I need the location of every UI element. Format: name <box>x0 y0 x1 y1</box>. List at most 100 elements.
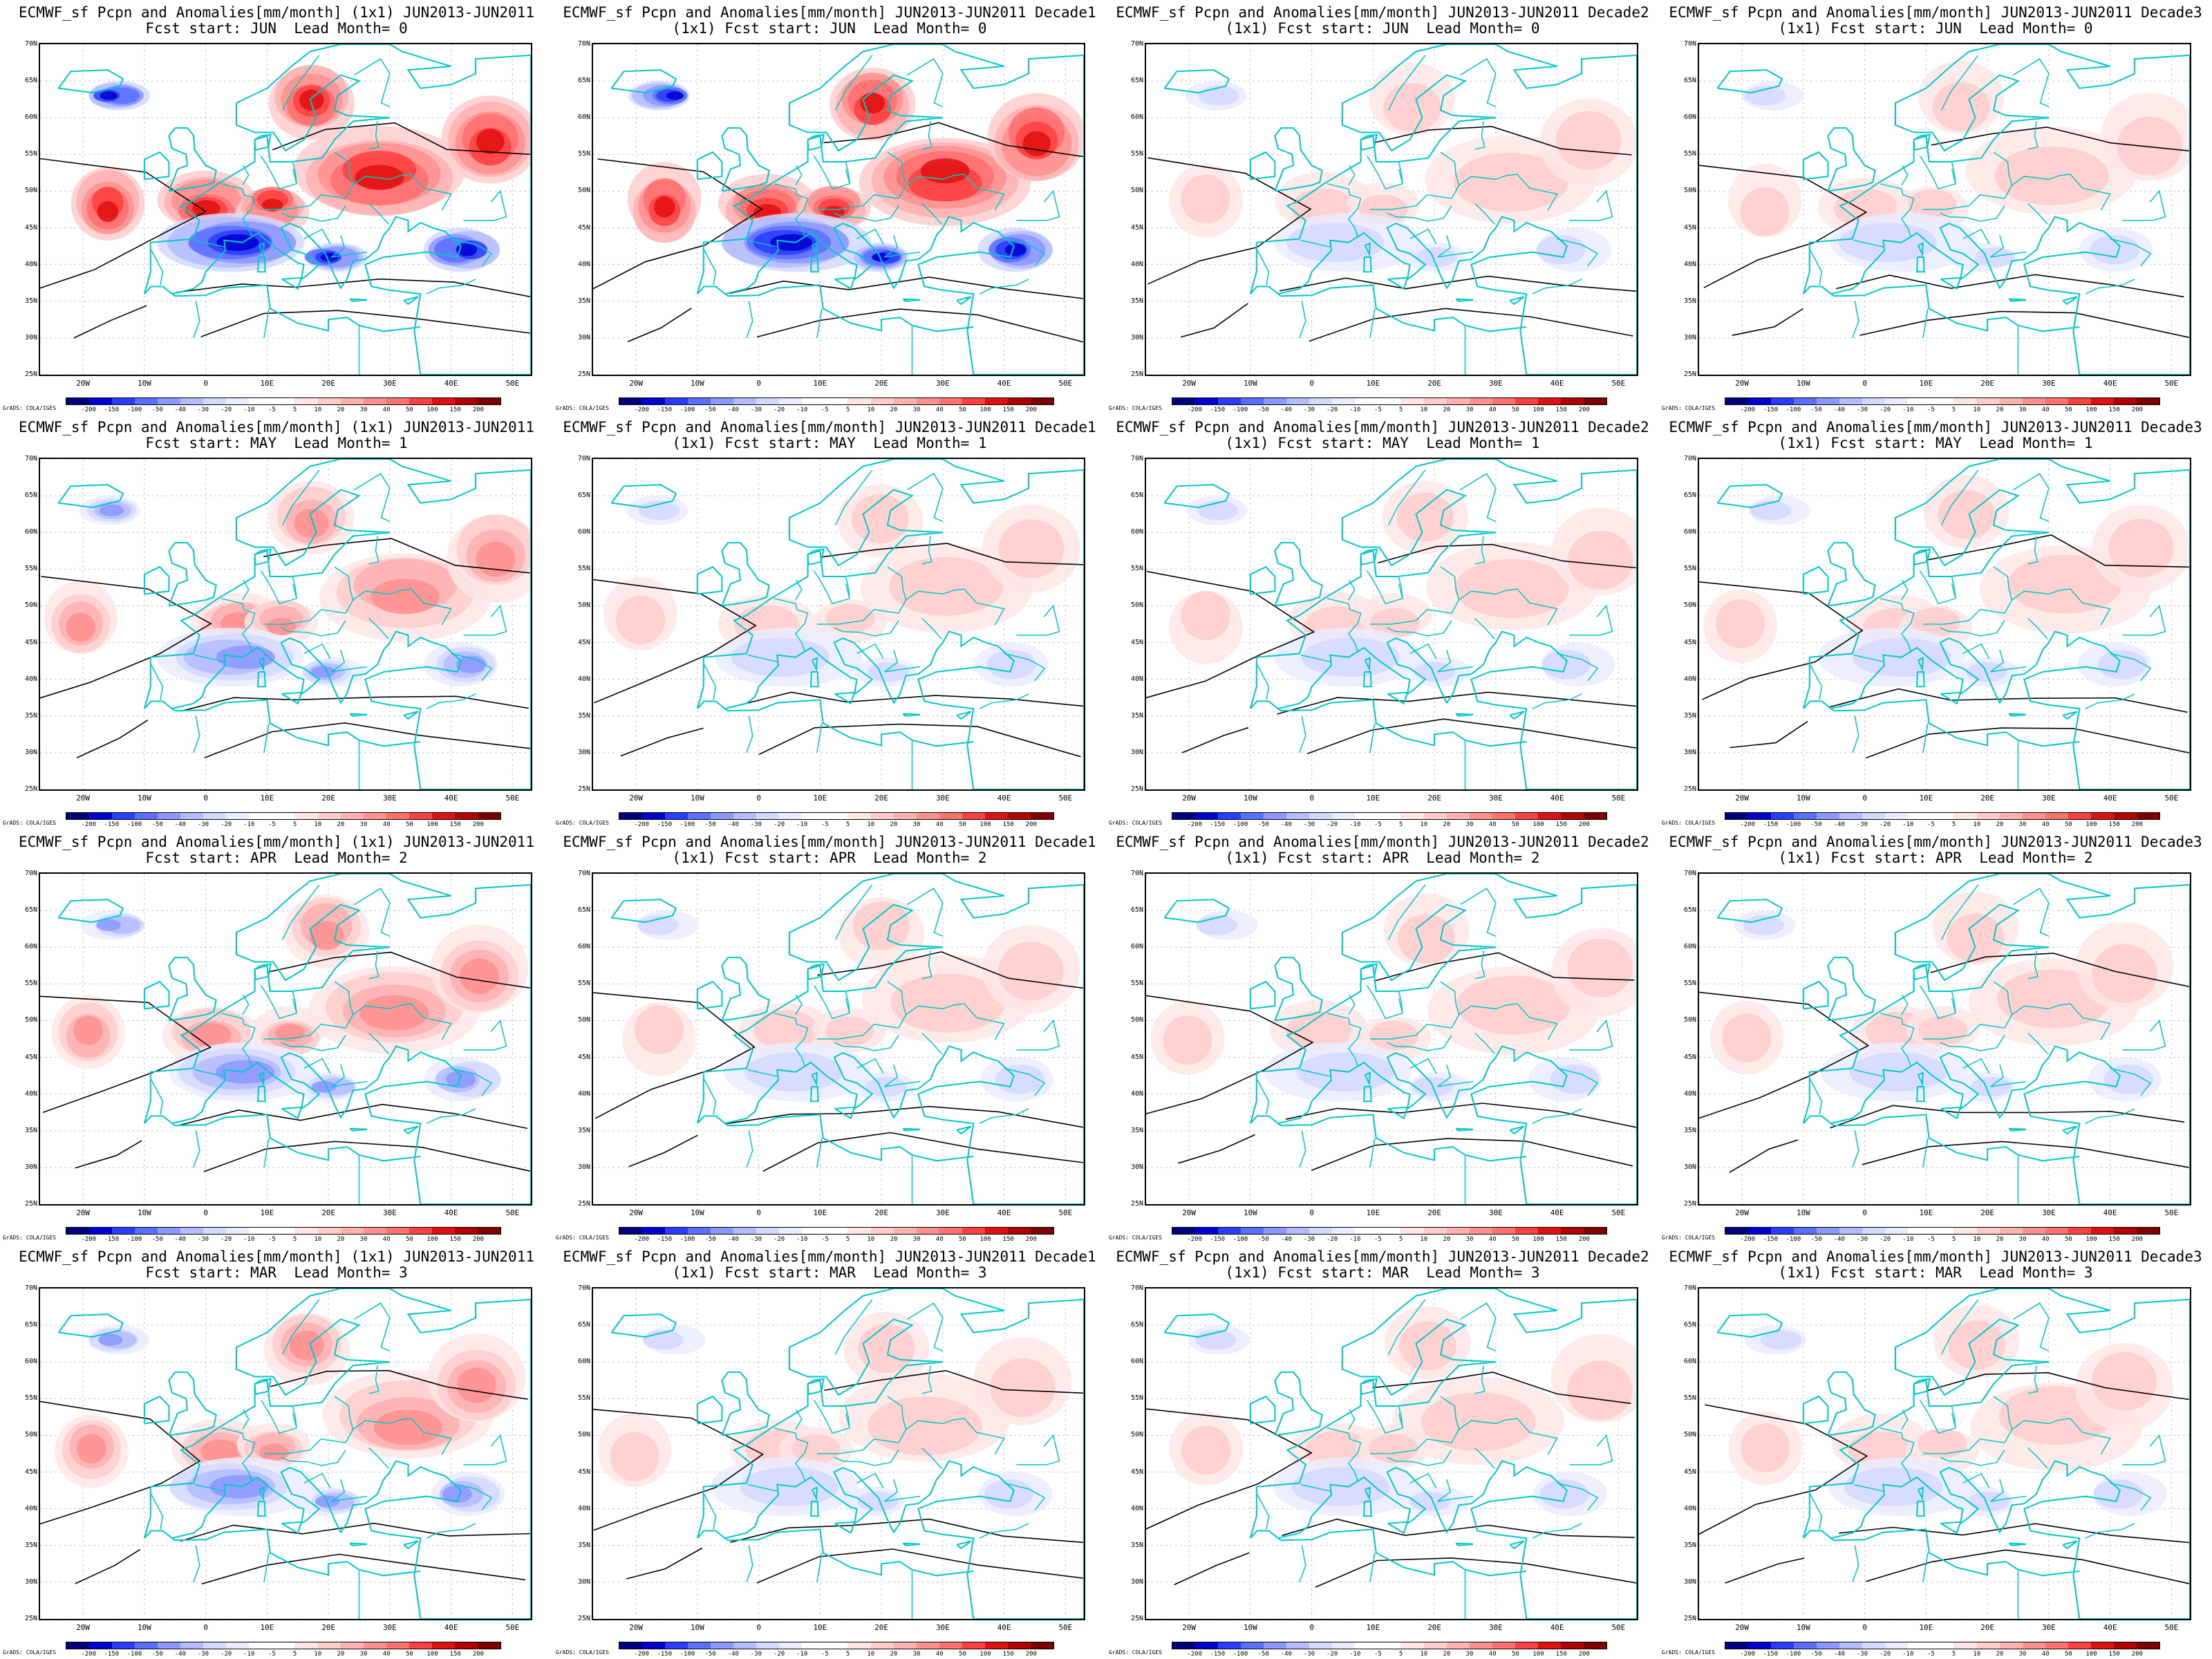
lon-tick-label: 0 <box>203 794 208 803</box>
colorbar <box>619 397 1054 405</box>
colorbar-swatch <box>2022 813 2045 819</box>
colorbar-label: 200 <box>2131 821 2143 828</box>
colorbar-label: 20 <box>1443 1651 1451 1658</box>
colorbar-swatch <box>1355 398 1378 404</box>
lon-tick-label: 10W <box>690 1623 704 1632</box>
colorbar-swatch <box>1030 398 1053 404</box>
lat-tick-label: 55N <box>577 980 590 988</box>
lat-tick-label: 55N <box>1130 565 1143 573</box>
colorbar-label: -10 <box>243 1651 255 1658</box>
colorbar-swatch <box>1725 813 1749 819</box>
colorbar-label: 5 <box>1398 821 1403 828</box>
map-svg <box>40 459 531 789</box>
colorbar-label: -5 <box>1374 1236 1382 1243</box>
lon-tick-label: 20W <box>1182 794 1197 803</box>
lon-tick-label: 20W <box>1735 379 1750 388</box>
panel-subtitle: Fcst start: MAR Lead Month= 3 <box>145 1264 408 1281</box>
lat-tick-label: 55N <box>1683 1394 1696 1403</box>
colorbar-label: -50 <box>151 821 163 828</box>
colorbar-label: 200 <box>1025 1651 1037 1658</box>
panel-title: ECMWF_sf Pcpn and Anomalies[mm/month] JU… <box>1669 419 2202 435</box>
colorbar-swatch <box>66 813 90 819</box>
lon-tick-label: 20E <box>874 379 889 388</box>
colorbar-swatch <box>870 813 894 819</box>
lat-tick-label: 30N <box>24 1163 37 1171</box>
colorbar-label: 30 <box>359 821 368 828</box>
lat-tick-label: 50N <box>1130 1431 1143 1439</box>
colorbar-swatch <box>642 398 666 404</box>
colorbar-swatch <box>454 1642 478 1649</box>
forecast-panel: ECMWF_sf Pcpn and Anomalies[mm/month] JU… <box>1106 830 1659 1244</box>
grads-credit: GrADS: COLA/IGES <box>1109 1235 1163 1241</box>
lat-tick-label: 65N <box>24 77 37 85</box>
colorbar-label: 5 <box>1398 406 1403 413</box>
country-borders <box>1256 1299 1613 1619</box>
colorbar-label: 40 <box>2041 1236 2050 1243</box>
precip-contours <box>1147 126 1637 342</box>
colorbar-label: -150 <box>1210 821 1226 828</box>
colorbar-swatch <box>340 1642 364 1649</box>
colorbar-swatch <box>409 1228 432 1234</box>
colorbar-swatch <box>1195 1642 1219 1649</box>
colorbar-swatch <box>1839 813 1863 819</box>
panel-title: ECMWF_sf Pcpn and Anomalies[mm/month] JU… <box>563 4 1096 21</box>
colorbar-swatch <box>916 813 939 819</box>
lon-tick-label: 20E <box>1980 794 1995 803</box>
lat-tick-label: 30N <box>577 333 590 341</box>
lon-tick-label: 20W <box>629 794 644 803</box>
colorbar-label: -150 <box>1763 406 1779 413</box>
lon-tick-label: 20E <box>321 379 336 388</box>
coastline <box>57 459 531 789</box>
lat-tick-label: 40N <box>1130 260 1143 268</box>
lon-tick-label: 20E <box>1427 1623 1442 1632</box>
lon-tick-label: 10W <box>137 794 151 803</box>
colorbar-label: -200 <box>1187 406 1202 413</box>
colorbar-swatch <box>363 398 386 404</box>
colorbar-label: 20 <box>890 1236 898 1243</box>
coastline <box>1163 874 1637 1204</box>
colorbar-label: -150 <box>1763 1651 1779 1658</box>
coastline <box>610 44 1084 375</box>
grads-credit: GrADS: COLA/IGES <box>1662 820 1716 826</box>
colorbar-swatch <box>1446 813 1470 819</box>
lat-tick-label: 25N <box>577 1200 590 1208</box>
colorbar-label: 10 <box>1420 406 1428 413</box>
lat-tick-label: 55N <box>1130 1394 1143 1403</box>
anomaly-map <box>592 43 1085 376</box>
colorbar-swatch <box>317 1228 341 1234</box>
lat-tick-label: 50N <box>1130 1016 1143 1024</box>
lat-tick-label: 70N <box>24 455 37 462</box>
colorbar-label: -50 <box>1810 1651 1822 1658</box>
colorbar-swatch <box>431 398 455 404</box>
colorbar-label: -10 <box>796 1651 808 1658</box>
colorbar-swatch <box>1908 813 1931 819</box>
colorbar-swatch <box>1817 1642 1840 1649</box>
lat-tick-label: 30N <box>577 1577 590 1586</box>
colorbar-swatch <box>2045 398 2068 404</box>
colorbar-swatch <box>1976 813 2000 819</box>
colorbar-swatch <box>135 1642 158 1649</box>
colorbar-labels: -200 -150 -100 -50 -40 -30 -20 -10 -5 5 10 20 30 40 50… <box>1725 821 2160 830</box>
forecast-panel: ECMWF_sf Pcpn and Anomalies[mm/month] JU… <box>553 0 1106 415</box>
colorbar-labels: -200 -150 -100 -50 -40 -30 -20 -10 -5 5 10 20 30 40 50… <box>619 1651 1054 1659</box>
colorbar-label: -100 <box>1232 1236 1248 1243</box>
colorbar-label: 200 <box>2131 1236 2143 1243</box>
colorbar-swatch <box>2045 1642 2068 1649</box>
colorbar-labels: -200 -150 -100 -50 -40 -30 -20 -10 -5 5 10 20 30 40 50… <box>66 1651 501 1659</box>
lon-tick-label: 10W <box>1243 1208 1257 1217</box>
colorbar-label: -100 <box>679 1651 695 1658</box>
lon-tick-label: 10W <box>1796 1623 1810 1632</box>
lat-tick-label: 70N <box>1683 40 1696 48</box>
lon-tick-label: 40E <box>444 1208 458 1217</box>
colorbar-label: -20 <box>220 1236 232 1243</box>
colorbar-label: -5 <box>268 1651 276 1658</box>
colorbar-swatch <box>1999 813 2023 819</box>
lon-tick-label: 40E <box>444 794 458 803</box>
colorbar-label: -10 <box>243 821 255 828</box>
lat-tick-label: 25N <box>1683 1200 1696 1208</box>
colorbar-label: -30 <box>197 406 209 413</box>
lon-tick-label: 20E <box>321 1208 336 1217</box>
colorbar-label: 50 <box>405 406 413 413</box>
anomaly-fill <box>55 1312 526 1517</box>
colorbar-swatch <box>711 398 734 404</box>
